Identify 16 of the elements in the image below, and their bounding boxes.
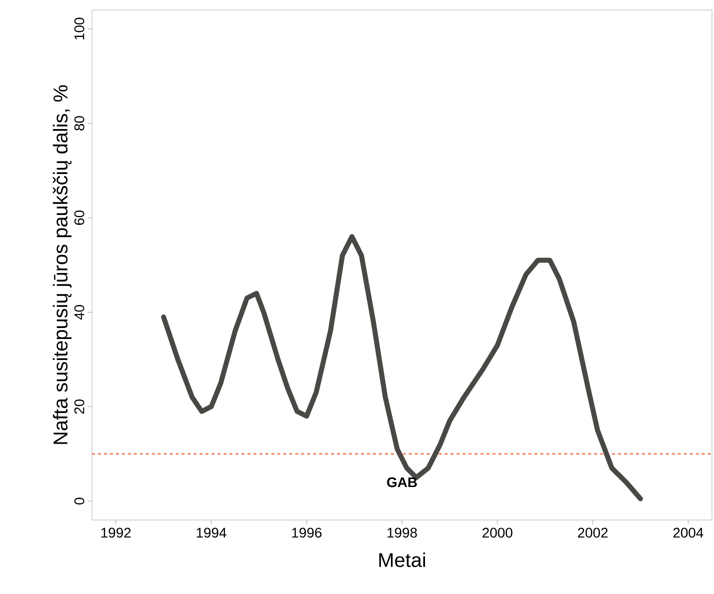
x-tick-label: 2000 (482, 528, 512, 538)
y-tick-label: 80 (74, 116, 84, 130)
x-tick-label: 1996 (292, 528, 322, 538)
x-tick-label: 1998 (388, 528, 417, 538)
x-axis-title: Metai (379, 552, 426, 568)
x-tick-label: 2002 (578, 528, 608, 538)
y-tick-label: 0 (74, 498, 84, 504)
x-tick-label: 1992 (101, 528, 131, 538)
x-tick-label: 2004 (673, 528, 704, 538)
y-tick-label: 40 (74, 305, 84, 320)
y-tick-label: 100 (74, 18, 84, 40)
y-tick-label: 60 (74, 210, 84, 225)
y-axis-title: Nafta susitepusių jūros paukščių dalis, % (52, 85, 72, 444)
annotation: GAB (387, 477, 417, 488)
y-tick-label: 20 (74, 399, 84, 414)
x-tick-label: 1994 (196, 528, 226, 538)
